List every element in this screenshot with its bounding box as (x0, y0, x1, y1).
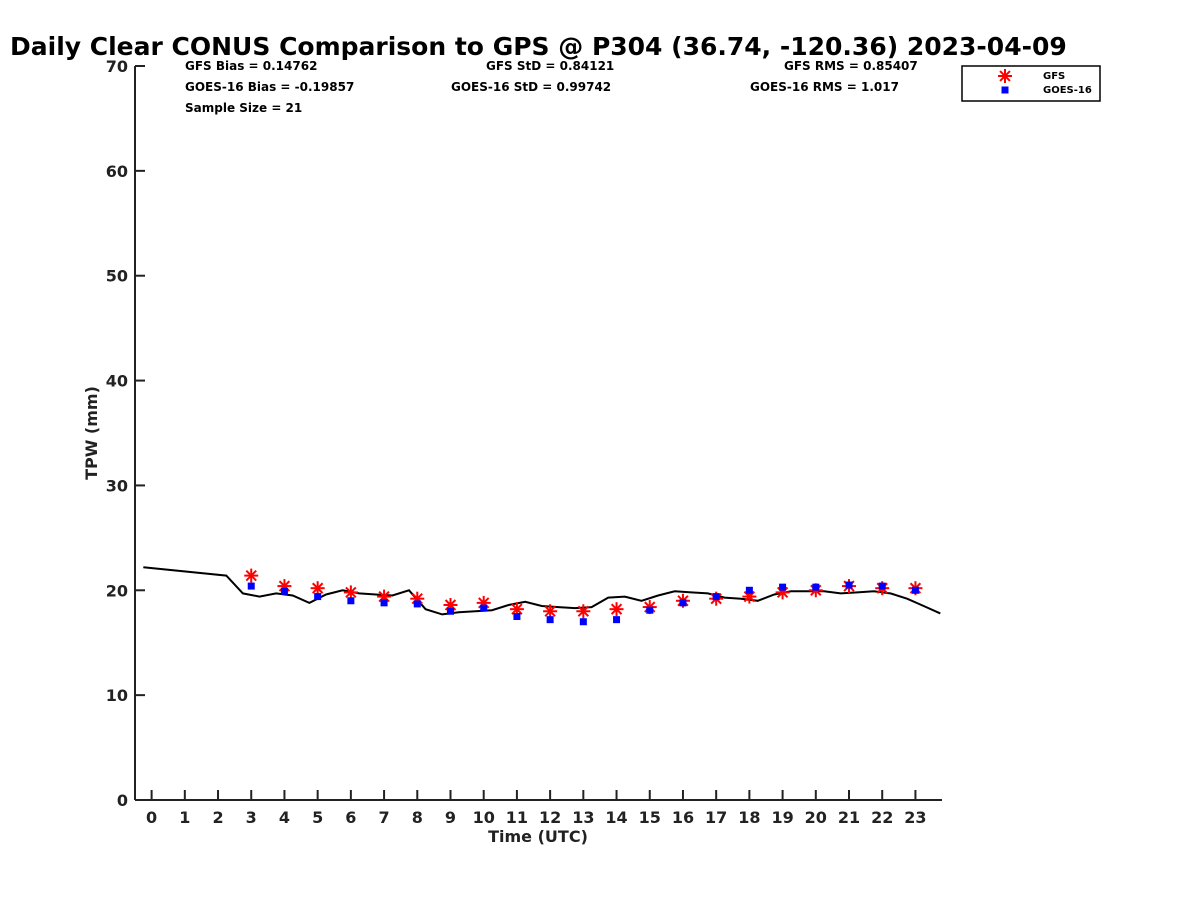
gfs-point (244, 568, 259, 583)
x-tick-label: 13 (572, 808, 594, 827)
legend-gfs-asterisk (998, 69, 1012, 83)
y-tick-label: 60 (106, 162, 128, 181)
legend-goes-marker (1001, 86, 1009, 94)
gfs-point (310, 581, 325, 596)
legend-gfs-label: GFS (1043, 71, 1065, 82)
goes-point (679, 599, 687, 607)
x-tick-label: 0 (146, 808, 157, 827)
x-tick-label: 9 (445, 808, 456, 827)
goes-point (812, 583, 820, 591)
goes-point (646, 606, 654, 614)
x-tick-label: 8 (412, 808, 423, 827)
legend-box (961, 65, 1101, 102)
legend-goes-square (1001, 86, 1009, 94)
x-tick-label: 6 (345, 808, 356, 827)
gfs-rms-stat: GFS RMS = 0.85407 (784, 59, 918, 73)
x-axis-label: Time (UTC) (488, 827, 588, 846)
goes-point (446, 607, 454, 615)
goes-point (380, 599, 388, 607)
x-tick-label: 1 (179, 808, 190, 827)
goes-point (779, 583, 787, 591)
x-tick-label: 22 (871, 808, 893, 827)
x-tick-label: 21 (838, 808, 860, 827)
x-tick-label: 5 (312, 808, 323, 827)
gfs-point (543, 604, 558, 619)
y-axis-label: TPW (mm) (82, 386, 101, 480)
x-tick-label: 18 (738, 808, 760, 827)
gfs-bias-stat: GFS Bias = 0.14762 (185, 59, 317, 73)
x-tick-label: 3 (246, 808, 257, 827)
x-tick-label: 15 (639, 808, 661, 827)
goes-point (745, 586, 753, 594)
goes-point (513, 613, 521, 620)
y-tick-label: 10 (106, 686, 128, 705)
y-tick-label: 70 (106, 57, 128, 76)
y-tick-label: 40 (106, 372, 128, 391)
goes-rms-stat: GOES-16 RMS = 1.017 (750, 80, 899, 94)
goes-point (413, 600, 421, 608)
gps-line (143, 566, 941, 616)
legend: GFS GOES-16 (961, 65, 1101, 102)
goes-point (280, 587, 288, 595)
goes-point (845, 581, 853, 589)
gfs-point (576, 604, 591, 619)
goes-point (712, 593, 720, 601)
goes-std-stat: GOES-16 StD = 0.99742 (451, 80, 611, 94)
y-tick-label: 20 (106, 581, 128, 600)
x-tick-label: 17 (705, 808, 727, 827)
x-tick-label: 4 (279, 808, 290, 827)
goes-point (579, 618, 587, 626)
goes-point (546, 616, 554, 624)
goes-point (314, 593, 322, 601)
x-tick-label: 12 (539, 808, 561, 827)
sample-size-stat: Sample Size = 21 (185, 101, 302, 115)
x-tick-label: 23 (904, 808, 926, 827)
y-tick-label: 30 (106, 476, 128, 495)
goes-point (480, 604, 488, 612)
x-tick-label: 19 (771, 808, 793, 827)
x-tick-label: 20 (805, 808, 827, 827)
gfs-point (343, 585, 358, 600)
goes-point (247, 582, 255, 590)
x-tick-label: 14 (605, 808, 627, 827)
y-tick-label: 50 (106, 267, 128, 286)
stats-block: GFS Bias = 0.14762 GOES-16 Bias = -0.198… (185, 59, 918, 115)
goes-point (613, 616, 621, 624)
x-tick-label: 11 (506, 808, 528, 827)
legend-gfs-marker (998, 69, 1012, 83)
goes-point (347, 597, 355, 605)
goes-point (911, 586, 919, 594)
x-tick-label: 16 (672, 808, 694, 827)
gfs-std-stat: GFS StD = 0.84121 (486, 59, 614, 73)
x-tick-label: 2 (212, 808, 223, 827)
legend-goes-label: GOES-16 (1043, 85, 1092, 96)
x-tick-label: 7 (379, 808, 390, 827)
y-tick-label: 0 (117, 791, 128, 810)
gfs-point (609, 602, 624, 617)
chart-title: Daily Clear CONUS Comparison to GPS @ P3… (10, 32, 1067, 61)
x-tick-label: 10 (473, 808, 495, 827)
goes-bias-stat: GOES-16 Bias = -0.19857 (185, 80, 354, 94)
goes-point (878, 582, 886, 590)
